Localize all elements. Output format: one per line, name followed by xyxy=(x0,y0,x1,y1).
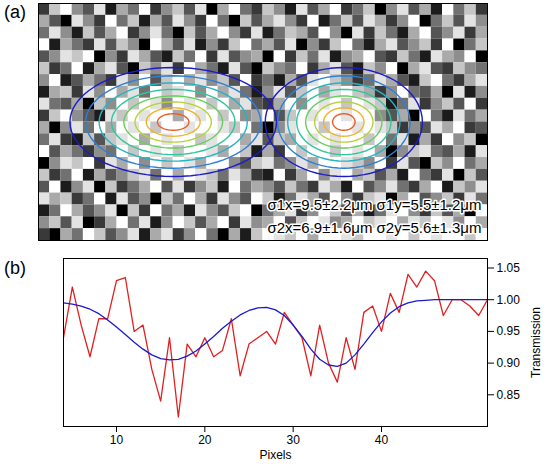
html-text:(b): (b) xyxy=(4,258,26,278)
svg-text:1.00: 1.00 xyxy=(497,293,521,307)
svg-text:σ1x=9.5±2.2μm σ1y=5.5±1.2μm: σ1x=9.5±2.2μm σ1y=5.5±1.2μm xyxy=(267,196,481,213)
svg-text:Transmission: Transmission xyxy=(529,307,543,378)
svg-text:0.90: 0.90 xyxy=(497,356,521,370)
svg-text:0.85: 0.85 xyxy=(497,388,521,402)
svg-text:10: 10 xyxy=(110,433,124,447)
svg-text:40: 40 xyxy=(375,433,389,447)
svg-text:Pixels: Pixels xyxy=(259,448,291,462)
svg-text:0.95: 0.95 xyxy=(497,324,521,338)
html-text:(a): (a) xyxy=(4,2,26,22)
svg-text:σ2x=6.9±1.6μm σ2y=5.6±1.3μm: σ2x=6.9±1.6μm σ2y=5.6±1.3μm xyxy=(267,219,481,236)
svg-text:20: 20 xyxy=(198,433,212,447)
svg-text:30: 30 xyxy=(286,433,300,447)
svg-text:1.05: 1.05 xyxy=(497,261,521,275)
